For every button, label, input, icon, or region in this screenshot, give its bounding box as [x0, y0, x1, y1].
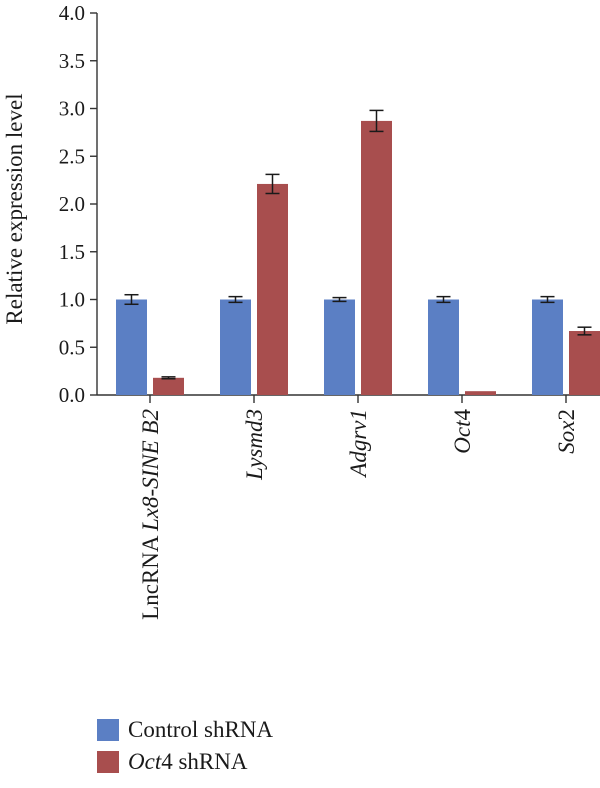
bar-series-0-cat-3: [428, 299, 459, 395]
bar-series-1-cat-2: [361, 120, 392, 395]
bar-series-1-cat-1: [257, 183, 288, 395]
y-tick-label-5: 2.5: [59, 144, 85, 168]
y-tick-label-2: 1.0: [59, 288, 85, 312]
y-tick-label-4: 2.0: [59, 192, 85, 216]
x-tick-label-italic: Adgrv1: [346, 409, 371, 479]
x-tick-label-text: 4: [450, 409, 475, 421]
x-tick-label-text: LncRNA: [138, 531, 163, 620]
bar-series-1-cat-0: [153, 377, 184, 395]
x-tick-label-italic: Lysmd3: [242, 409, 267, 481]
legend-label-0: Control shRNA: [128, 717, 274, 742]
x-tick-label-text: 2: [554, 409, 579, 421]
legend-swatch-1: [97, 751, 119, 773]
bar-series-0-cat-4: [532, 299, 563, 395]
legend-swatch-0: [97, 719, 119, 741]
x-tick-label-0: LncRNA Lx8-SINE B2: [138, 409, 163, 620]
x-tick-label-3: Oct4: [450, 409, 475, 454]
y-tick-label-7: 3.5: [59, 49, 85, 73]
x-tick-label-4: Sox2: [554, 409, 579, 454]
y-tick-label-6: 3.0: [59, 97, 85, 121]
y-axis-title: Relative expression level: [2, 93, 27, 324]
y-tick-label-0: 0.0: [59, 383, 85, 407]
bar-series-0-cat-1: [220, 299, 251, 395]
y-tick-label-3: 1.5: [59, 240, 85, 264]
bar-series-0-cat-2: [324, 299, 355, 395]
x-tick-label-2: Adgrv1: [346, 409, 371, 479]
legend-label-1: Oct4 shRNA: [128, 749, 248, 774]
bar-series-1-cat-4: [569, 331, 600, 395]
x-tick-label-italic: Lx8-SINE B2: [138, 409, 163, 532]
bar-series-1-cat-3: [465, 391, 496, 395]
x-tick-label-italic: Sox: [554, 420, 579, 454]
legend-label-italic: Oct: [128, 749, 162, 774]
x-tick-label-italic: Oct: [450, 420, 475, 454]
y-tick-label-1: 0.5: [59, 335, 85, 359]
bar-series-0-cat-0: [116, 299, 147, 395]
y-tick-label-8: 4.0: [59, 1, 85, 25]
x-tick-label-1: Lysmd3: [242, 409, 267, 481]
